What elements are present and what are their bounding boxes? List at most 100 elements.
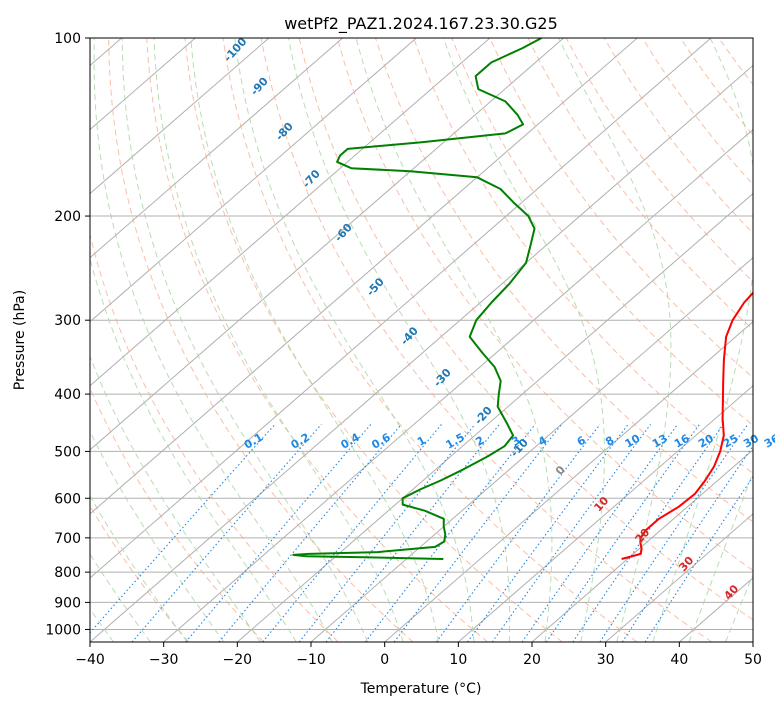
dry-adiabat-label: -50 (364, 275, 387, 299)
isotherm-line (237, 192, 753, 642)
mixing-ratio-line (467, 424, 629, 642)
dry-adiabat-line (298, 38, 753, 621)
y-axis-title: Pressure (hPa) (12, 290, 28, 390)
mixing-ratio-line (491, 424, 652, 642)
dry-adiabat-label: -80 (273, 120, 296, 144)
y-tick-label: 600 (54, 491, 81, 507)
isotherm-line (752, 641, 753, 642)
moist-adiabat-line (90, 494, 188, 642)
mixing-ratio-label: 0.2 (289, 431, 312, 452)
mixing-ratio-line (298, 424, 476, 642)
dry-adiabat-label: 30 (676, 554, 696, 574)
moist-adiabat-line (190, 38, 439, 642)
mixing-ratio-line (393, 424, 562, 642)
moist-adiabat-line (93, 38, 333, 642)
moist-adiabat-line (121, 38, 369, 642)
mixing-ratio-line (218, 424, 402, 642)
mixing-ratio-label: 30 (741, 432, 761, 451)
dry-adiabat-label: -60 (332, 221, 355, 245)
moist-adiabat-line (90, 553, 151, 642)
isotherm-line (90, 38, 417, 323)
dry-adiabat-label: -100 (221, 35, 249, 64)
dry-adiabat-line (489, 38, 753, 379)
plot-frame (89, 37, 754, 643)
y-tick-label: 100 (54, 31, 81, 47)
dry-adiabat-line (108, 38, 414, 642)
isotherm-line (90, 38, 343, 259)
dry-adiabat-label: -20 (472, 404, 495, 428)
temperature-profile-line (621, 291, 753, 560)
dry-adiabat-label: 40 (721, 582, 741, 602)
mixing-ratio-label: 0.4 (339, 430, 363, 451)
mixing-ratio-label: 13 (650, 432, 670, 451)
isotherm-line (384, 321, 753, 642)
y-tick-label: 300 (54, 313, 81, 329)
isotherm-line (605, 513, 753, 642)
dewpoint-profile-line (292, 38, 542, 560)
moist-adiabat-line (652, 38, 753, 642)
mixing-ratio-label: 0.6 (369, 430, 393, 451)
mixing-ratio-label: 36 (762, 432, 775, 451)
dry-adiabat-label: -90 (248, 74, 271, 98)
chart-title: wetPf2_PAZ1.2024.167.23.30.G25 (284, 14, 558, 34)
isotherm-line (90, 38, 712, 579)
moist-adiabat-line (442, 38, 605, 642)
dry-adiabat-line (413, 38, 753, 475)
isotherm-line (90, 38, 491, 387)
mixing-ratio-line (599, 424, 749, 642)
moist-adiabat-line (288, 38, 511, 642)
mixing-ratio-label: 20 (696, 432, 716, 451)
mixing-ratio-line (521, 424, 679, 642)
dry-adiabat-line (90, 504, 190, 642)
isotherm-line (458, 385, 753, 642)
x-tick-label: 30 (597, 652, 615, 668)
x-tick-label: 0 (380, 652, 389, 668)
data-lines (292, 38, 753, 560)
mixing-ratio-label: 6 (575, 433, 588, 448)
mixing-ratio-line (644, 475, 753, 642)
x-tick-label: 40 (670, 652, 688, 668)
dry-adiabat-label: 0 (553, 463, 568, 478)
isotherm-line (531, 449, 753, 642)
moist-adiabat-line (90, 256, 297, 642)
x-tick-label: 50 (744, 652, 762, 668)
mixing-ratio-label: 0.1 (242, 431, 265, 452)
mixing-ratio-label: 1.5 (444, 431, 467, 452)
x-axis: −40 −30 −20 −10 0 10 20 30 40 50 (75, 642, 762, 668)
y-tick-label: 500 (54, 444, 81, 460)
moist-adiabat-line (234, 38, 475, 642)
mixing-ratio-line (325, 424, 500, 642)
mixing-ratio-line (131, 424, 322, 642)
moist-adiabat-line (688, 471, 753, 642)
moist-adiabat-line (90, 430, 225, 642)
y-tick-label: 1000 (45, 622, 81, 638)
mixing-ratio-line (262, 424, 442, 642)
isotherm-line (90, 38, 270, 195)
dry-adiabat-line (451, 38, 753, 427)
mixing-ratio-label: 10 (623, 432, 643, 451)
moist-adiabat-line (355, 38, 553, 642)
x-axis-title: Temperature (°C) (360, 681, 482, 697)
line-annotations: 0.1 0.2 0.4 0.6 1 1.5 2 3 4 6 8 10 13 16 20 25 30 36-100-… (221, 35, 775, 602)
x-tick-label: 10 (449, 652, 467, 668)
dry-adiabat-label: -30 (431, 366, 454, 390)
dry-adiabat-line (603, 38, 753, 234)
y-tick-label: 800 (54, 565, 81, 581)
moist-adiabat-line (725, 573, 753, 642)
y-tick-label: 900 (54, 595, 81, 611)
dry-adiabat-line (336, 38, 753, 572)
x-tick-label: −40 (75, 652, 105, 668)
moist-adiabat-line (558, 38, 672, 642)
mixing-ratio-line (545, 424, 700, 642)
dry-adiabat-line (565, 38, 753, 283)
mixing-ratio-line (90, 424, 276, 634)
y-tick-label: 400 (54, 387, 81, 403)
mixing-ratio-label: 8 (603, 434, 616, 449)
mixing-ratio-label: 1 (415, 434, 428, 449)
dry-adiabat-line (146, 38, 488, 642)
y-tick-label: 200 (54, 209, 81, 225)
isotherm-line (163, 128, 753, 642)
x-tick-label: −10 (296, 652, 326, 668)
y-axis: 100 200 300 400 500 600 700 800 900 1000 (45, 31, 90, 638)
